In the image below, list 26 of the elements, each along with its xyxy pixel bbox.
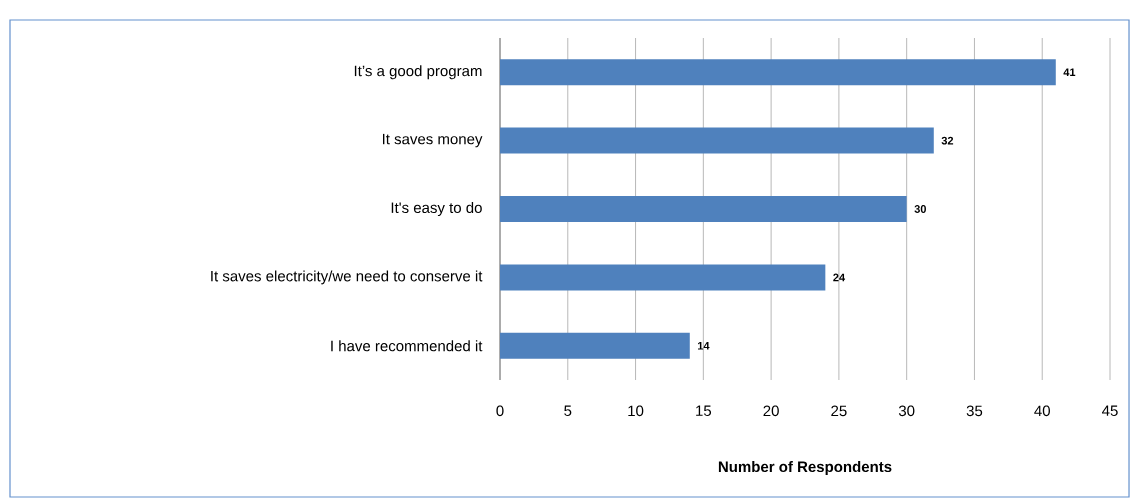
x-tick-label: 10 <box>628 405 644 417</box>
bar <box>500 59 1056 86</box>
x-tick-label: 25 <box>831 405 847 417</box>
bar <box>500 264 826 291</box>
bar <box>500 127 934 154</box>
y-tick-label: It saves electricity/we need to conserve it <box>211 270 483 285</box>
x-tick-label: 40 <box>1034 405 1050 417</box>
data-label: 24 <box>833 273 846 282</box>
x-tick-label: 0 <box>496 405 504 417</box>
x-tick-label: 20 <box>763 405 779 417</box>
y-tick-label: It's easy to do <box>391 202 482 216</box>
x-tick-label: 35 <box>966 405 983 417</box>
data-label: 32 <box>941 136 954 145</box>
y-tick-label: I have recommended it <box>331 340 483 352</box>
bar <box>500 332 690 359</box>
data-label: 41 <box>1063 68 1076 76</box>
data-label: 14 <box>698 342 710 350</box>
x-tick-label: 30 <box>898 405 915 417</box>
x-axis-title: Number of Respondents <box>718 461 892 475</box>
x-tick-label: 5 <box>564 405 572 416</box>
x-tick-label: 15 <box>696 405 712 416</box>
y-tick-label: It’s a good program <box>354 65 482 80</box>
data-label: 30 <box>914 205 926 213</box>
x-tick-label: 45 <box>1102 405 1118 416</box>
y-tick-label: It saves money <box>382 133 483 148</box>
bar <box>500 196 907 222</box>
